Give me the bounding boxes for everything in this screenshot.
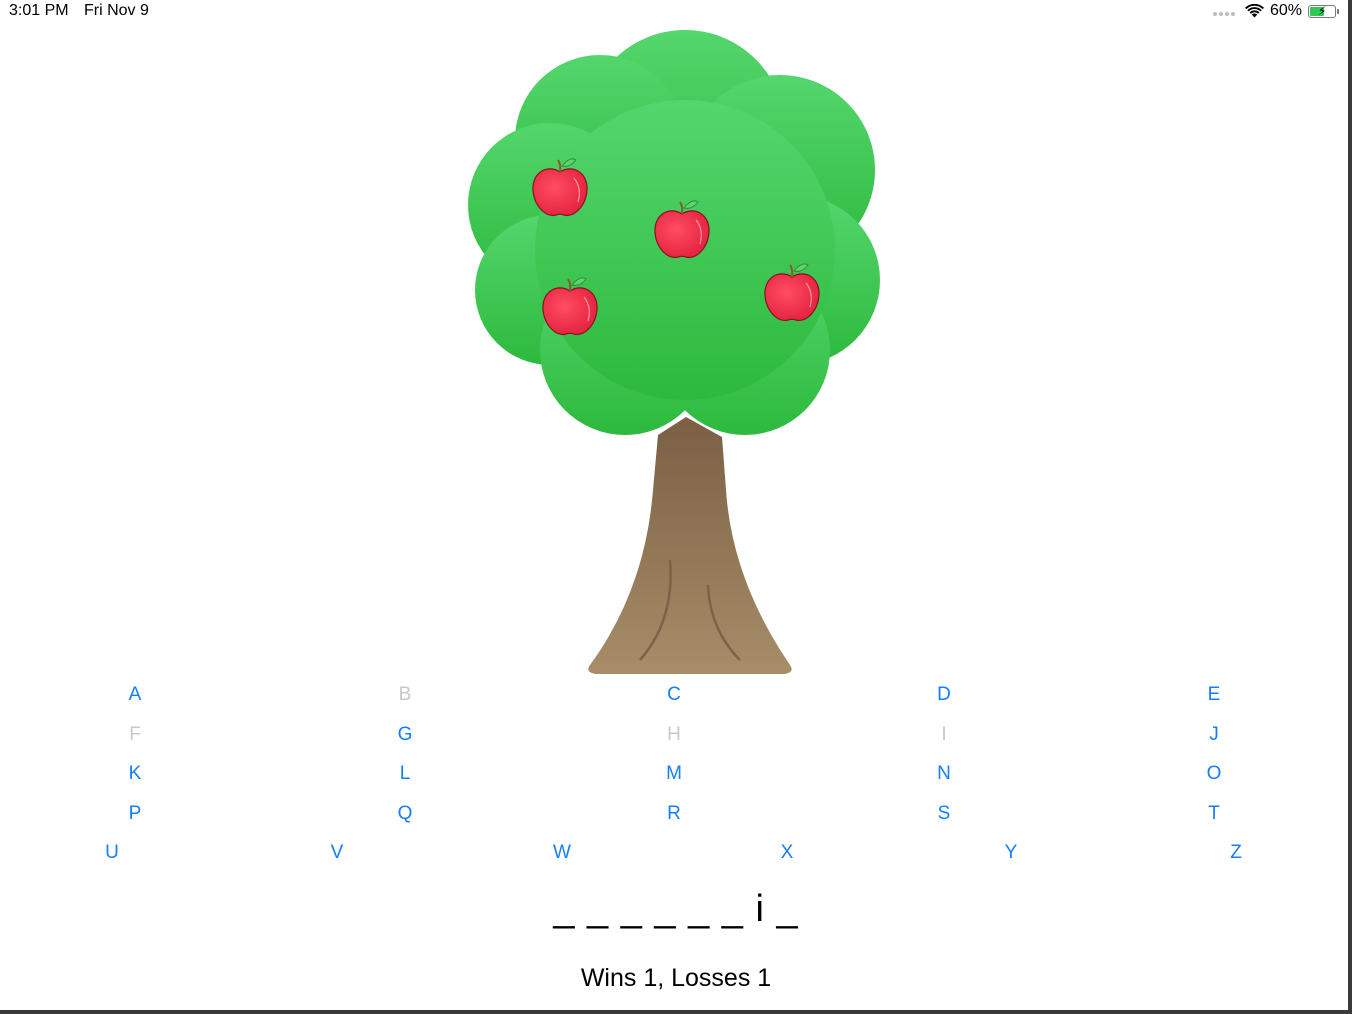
letter-button-l[interactable]: L [375, 754, 435, 794]
letter-button-a[interactable]: A [105, 675, 165, 715]
letter-button-b[interactable]: B [375, 675, 435, 715]
letter-button-j[interactable]: J [1184, 715, 1244, 755]
word-display: _ _ _ _ _ _ i _ [553, 888, 799, 930]
battery-icon: ⚡ [1308, 3, 1339, 18]
letter-button-q[interactable]: Q [375, 794, 435, 834]
battery-level [1310, 6, 1324, 16]
score-label: Wins 1, Losses 1 [580, 964, 772, 992]
battery-percent: 60% [1269, 2, 1302, 19]
status-bar: 3:01 PM Fri Nov 9 60% ⚡ [0, 0, 1348, 24]
apple [764, 263, 820, 322]
letter-button-n[interactable]: N [914, 754, 974, 794]
letter-button-v[interactable]: V [307, 833, 367, 873]
letter-button-i[interactable]: I [914, 715, 974, 755]
letter-button-r[interactable]: R [644, 794, 704, 834]
letter-button-h[interactable]: H [644, 715, 704, 755]
letter-button-t[interactable]: T [1184, 794, 1244, 834]
letter-keyboard: A B C D E F G H I J K L M N O P Q R S T … [0, 675, 1352, 875]
letter-button-p[interactable]: P [105, 794, 165, 834]
status-indicators: 60% ⚡ [1212, 2, 1339, 20]
frame-edge [0, 1010, 1352, 1014]
letter-button-f[interactable]: F [105, 715, 165, 755]
frame-edge [1348, 0, 1352, 1014]
letter-button-m[interactable]: M [644, 754, 704, 794]
letter-button-y[interactable]: Y [981, 833, 1041, 873]
signal-icon [1212, 12, 1235, 16]
letter-button-s[interactable]: S [914, 794, 974, 834]
letter-button-e[interactable]: E [1184, 675, 1244, 715]
letter-button-z[interactable]: Z [1206, 833, 1266, 873]
tree-trunk [588, 417, 792, 674]
apple-tree [468, 30, 880, 674]
apple [542, 277, 598, 336]
letter-button-k[interactable]: K [105, 754, 165, 794]
status-time: 3:01 PM [9, 2, 69, 19]
letter-button-d[interactable]: D [914, 675, 974, 715]
letter-button-w[interactable]: W [532, 833, 592, 873]
letter-button-g[interactable]: G [375, 715, 435, 755]
letter-button-o[interactable]: O [1184, 754, 1244, 794]
letter-button-c[interactable]: C [644, 675, 704, 715]
wifi-icon [1244, 4, 1264, 18]
charging-bolt-icon: ⚡ [1318, 3, 1327, 18]
apple [654, 200, 710, 259]
letter-button-u[interactable]: U [82, 833, 142, 873]
status-date: Fri Nov 9 [84, 2, 149, 19]
apple [532, 158, 588, 217]
letter-button-x[interactable]: X [757, 833, 817, 873]
